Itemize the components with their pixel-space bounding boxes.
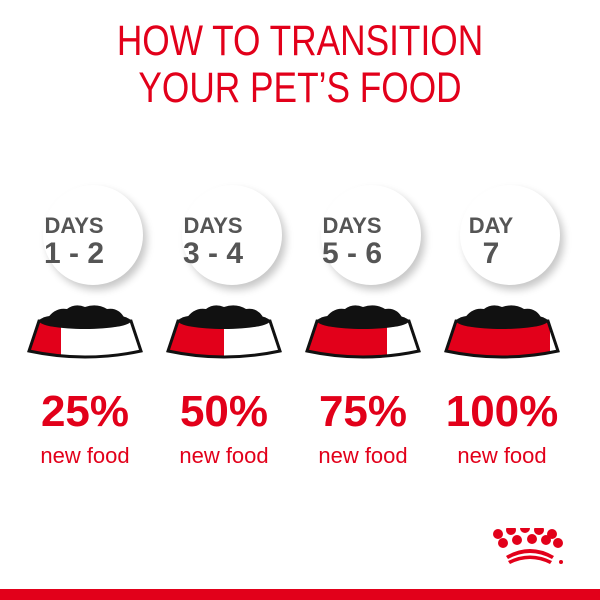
transition-step: DAYS 1 - 2 25% new food bbox=[15, 175, 155, 475]
day-circle bbox=[321, 185, 421, 285]
transition-step: DAYS 3 - 4 50% new food bbox=[154, 175, 294, 475]
day-range: 3 - 4 bbox=[182, 237, 244, 270]
new-food-caption: new food bbox=[40, 443, 130, 468]
day-circle bbox=[460, 185, 560, 285]
title-line-2: YOUR PET’S FOOD bbox=[138, 64, 462, 112]
new-food-caption: new food bbox=[318, 443, 408, 468]
day-circle bbox=[182, 185, 282, 285]
day-circle bbox=[43, 185, 143, 285]
day-label: DAYS bbox=[44, 213, 104, 238]
percent-new-food: 100% bbox=[445, 387, 559, 436]
new-food-caption: new food bbox=[457, 443, 547, 468]
food-bowl-icon bbox=[444, 305, 560, 359]
transition-step: DAY 7 100% new food bbox=[432, 175, 572, 475]
percent-new-food: 75% bbox=[318, 387, 408, 436]
percent-new-food: 50% bbox=[179, 387, 269, 436]
food-bowl-icon bbox=[305, 305, 421, 359]
transition-step: DAYS 5 - 6 75% new food bbox=[293, 175, 433, 475]
new-food-caption: new food bbox=[179, 443, 269, 468]
day-range: 7 bbox=[482, 237, 500, 270]
day-label: DAYS bbox=[322, 213, 382, 238]
percent-new-food: 25% bbox=[40, 387, 130, 436]
title-line-1: HOW TO TRANSITION bbox=[116, 17, 484, 65]
day-range: 1 - 2 bbox=[43, 237, 105, 270]
day-label: DAY bbox=[468, 213, 514, 238]
food-bowl-icon bbox=[27, 305, 143, 359]
day-label: DAYS bbox=[183, 213, 243, 238]
royal-canin-crown-logo bbox=[493, 528, 563, 564]
footer-red-bar bbox=[0, 589, 600, 600]
day-range: 5 - 6 bbox=[321, 237, 383, 270]
food-bowl-icon bbox=[166, 305, 282, 359]
